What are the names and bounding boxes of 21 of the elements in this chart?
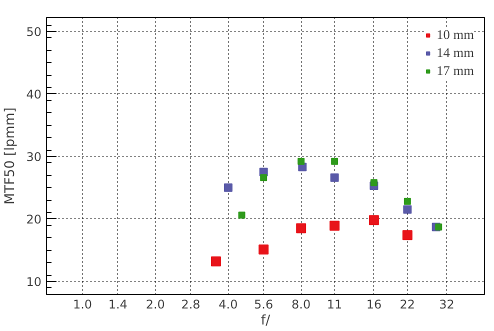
legend-label: 10 mm bbox=[436, 27, 474, 43]
x-tick-label: 2.8 bbox=[181, 298, 200, 312]
x-tick-label: 32 bbox=[439, 298, 454, 312]
x-tick-label: 22 bbox=[400, 298, 416, 312]
y-tick-label: 10 bbox=[26, 274, 42, 289]
x-tick-label: 2.0 bbox=[146, 298, 165, 312]
x-tick-label: 8.0 bbox=[292, 298, 311, 312]
y-tick-label: 30 bbox=[26, 150, 42, 164]
x-tick-label: 5.6 bbox=[254, 298, 274, 312]
x-tick-label: 1.0 bbox=[72, 298, 92, 312]
x-tick-label: 11 bbox=[326, 298, 342, 312]
x-tick-label: 1.4 bbox=[108, 298, 128, 312]
y-tick-label: 20 bbox=[26, 212, 42, 226]
y-tick-label: 50 bbox=[26, 24, 42, 39]
y-tick-label: 40 bbox=[26, 87, 42, 102]
legend-label: 17 mm bbox=[436, 63, 474, 79]
x-axis-title: f/ bbox=[260, 314, 271, 328]
x-tick-label: 16 bbox=[366, 298, 382, 312]
legend-label: 14 mm bbox=[436, 45, 474, 61]
x-tick-label: 4.0 bbox=[218, 298, 238, 312]
y-axis-title: MTF50 [lpmm] bbox=[3, 107, 18, 205]
